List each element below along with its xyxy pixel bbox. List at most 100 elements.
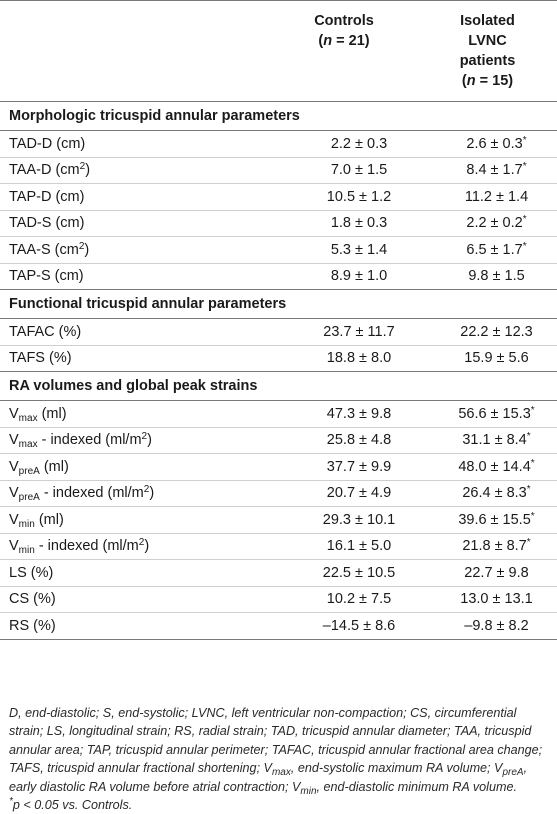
table-row: VpreA - indexed (ml/m2) 20.7 ± 4.9 26.4 ± …	[0, 480, 557, 507]
controls-value-cell: 23.7 ± 11.7	[270, 318, 418, 346]
table-row: TAA-D (cm2) 7.0 ± 1.5 8.4 ± 1.7*	[0, 157, 557, 184]
section-header-row: Functional tricuspid annular parameters	[0, 289, 557, 319]
parameter-cell: RS (%)	[0, 612, 270, 640]
results-table-container: Controls (n = 21) Isolated LVNC patients…	[0, 0, 557, 640]
lvnc-value-cell: 26.4 ± 8.3*	[418, 480, 557, 507]
significance-marker: *	[530, 510, 535, 522]
table-row: TAA-S (cm2) 5.3 ± 1.4 6.5 ± 1.7*	[0, 236, 557, 264]
table-row: TAP-S (cm) 8.9 ± 1.0 9.8 ± 1.5	[0, 263, 557, 290]
lvnc-value-cell: 9.8 ± 1.5	[418, 263, 557, 290]
section-header-row: Morphologic tricuspid annular parameters	[0, 101, 557, 131]
parameter-cell: TAP-D (cm)	[0, 183, 270, 211]
parameter-cell: TAFS (%)	[0, 345, 270, 372]
lvnc-value-cell: 13.0 ± 13.1	[418, 586, 557, 613]
parameter-cell: TAP-S (cm)	[0, 263, 270, 290]
lvnc-value-cell: 48.0 ± 14.4*	[418, 453, 557, 481]
lvnc-value-cell: 22.7 ± 9.8	[418, 559, 557, 587]
lvnc-value-cell: 39.6 ± 15.5*	[418, 506, 557, 534]
header-lvnc-line2: LVNC	[468, 33, 507, 49]
lvnc-value-cell: 2.2 ± 0.2*	[418, 210, 557, 237]
lvnc-value-cell: 22.2 ± 12.3	[418, 318, 557, 346]
controls-value-cell: 5.3 ± 1.4	[270, 236, 418, 264]
controls-value-cell: 18.8 ± 8.0	[270, 345, 418, 372]
lvnc-value-cell: 15.9 ± 5.6	[418, 345, 557, 372]
table-row: TAD-D (cm) 2.2 ± 0.3 2.6 ± 0.3*	[0, 130, 557, 158]
table-row: RS (%) –14.5 ± 8.6 –9.8 ± 8.2	[0, 612, 557, 640]
header-controls: Controls (n = 21)	[270, 0, 418, 102]
controls-value-cell: 25.8 ± 4.8	[270, 427, 418, 454]
parameter-cell: TAFAC (%)	[0, 318, 270, 346]
significance-marker: *	[530, 404, 535, 416]
parameter-cell: TAA-S (cm2)	[0, 236, 270, 264]
table-row: VpreA (ml) 37.7 ± 9.9 48.0 ± 14.4*	[0, 453, 557, 481]
parameter-cell: Vmax (ml)	[0, 400, 270, 428]
header-controls-n: (n = 21)	[318, 33, 370, 49]
table-row: Vmin - indexed (ml/m2) 16.1 ± 5.0 21.8 ± 8…	[0, 533, 557, 560]
controls-value-cell: 10.2 ± 7.5	[270, 586, 418, 613]
parameter-cell: TAD-D (cm)	[0, 130, 270, 158]
controls-value-cell: 29.3 ± 10.1	[270, 506, 418, 534]
controls-value-cell: 2.2 ± 0.3	[270, 130, 418, 158]
significance-marker: *	[522, 134, 527, 146]
significance-marker: *	[522, 214, 527, 226]
parameter-cell: TAD-S (cm)	[0, 210, 270, 237]
lvnc-value-cell: 56.6 ± 15.3*	[418, 400, 557, 428]
table-row: CS (%) 10.2 ± 7.5 13.0 ± 13.1	[0, 586, 557, 613]
header-lvnc-line1: Isolated	[460, 13, 515, 29]
header-parameter	[0, 0, 270, 102]
controls-value-cell: 37.7 ± 9.9	[270, 453, 418, 481]
footnote-abbreviations: D, end-diastolic; S, end-systolic; LVNC,…	[9, 706, 543, 797]
controls-value-cell: –14.5 ± 8.6	[270, 612, 418, 640]
significance-marker: *	[526, 484, 531, 496]
controls-value-cell: 10.5 ± 1.2	[270, 183, 418, 211]
lvnc-value-cell: 21.8 ± 8.7*	[418, 533, 557, 560]
parameter-cell: VpreA - indexed (ml/m2)	[0, 480, 270, 507]
significance-marker: *	[526, 431, 531, 443]
parameter-cell: Vmin - indexed (ml/m2)	[0, 533, 270, 560]
controls-value-cell: 1.8 ± 0.3	[270, 210, 418, 237]
controls-value-cell: 20.7 ± 4.9	[270, 480, 418, 507]
significance-marker: *	[530, 457, 535, 469]
results-table: Controls (n = 21) Isolated LVNC patients…	[0, 0, 557, 640]
significance-marker: *	[526, 537, 531, 549]
header-lvnc-n: (n = 15)	[461, 73, 514, 89]
parameter-cell: VpreA (ml)	[0, 453, 270, 481]
significance-marker: *	[522, 240, 527, 252]
lvnc-value-cell: 31.1 ± 8.4*	[418, 427, 557, 454]
section-header-row: RA volumes and global peak strains	[0, 371, 557, 401]
lvnc-value-cell: 8.4 ± 1.7*	[418, 157, 557, 184]
section-title: Morphologic tricuspid annular parameters	[0, 101, 557, 131]
lvnc-value-cell: 11.2 ± 1.4	[418, 183, 557, 211]
table-body: Morphologic tricuspid annular parameters…	[0, 101, 557, 640]
parameter-cell: Vmin (ml)	[0, 506, 270, 534]
controls-value-cell: 16.1 ± 5.0	[270, 533, 418, 560]
table-row: Vmin (ml) 29.3 ± 10.1 39.6 ± 15.5*	[0, 506, 557, 534]
table-row: TAFAC (%) 23.7 ± 11.7 22.2 ± 12.3	[0, 318, 557, 346]
significance-marker: *	[522, 161, 527, 173]
table-footnote: D, end-diastolic; S, end-systolic; LVNC,…	[9, 704, 549, 814]
table-row: TAP-D (cm) 10.5 ± 1.2 11.2 ± 1.4	[0, 183, 557, 211]
section-title: Functional tricuspid annular parameters	[0, 289, 557, 319]
lvnc-value-cell: 2.6 ± 0.3*	[418, 130, 557, 158]
table-header-row: Controls (n = 21) Isolated LVNC patients…	[0, 0, 557, 102]
lvnc-value-cell: 6.5 ± 1.7*	[418, 236, 557, 264]
header-lvnc: Isolated LVNC patients (n = 15)	[418, 0, 557, 102]
section-title: RA volumes and global peak strains	[0, 371, 557, 401]
controls-value-cell: 8.9 ± 1.0	[270, 263, 418, 290]
table-row: TAD-S (cm) 1.8 ± 0.3 2.2 ± 0.2*	[0, 210, 557, 237]
controls-value-cell: 22.5 ± 10.5	[270, 559, 418, 587]
controls-value-cell: 7.0 ± 1.5	[270, 157, 418, 184]
header-lvnc-line3: patients	[459, 53, 516, 69]
table-row: Vmax - indexed (ml/m2) 25.8 ± 4.8 31.1 ± 8…	[0, 427, 557, 454]
lvnc-value-cell: –9.8 ± 8.2	[418, 612, 557, 640]
footnote-significance: *p < 0.05 vs. Controls.	[9, 796, 133, 813]
controls-value-cell: 47.3 ± 9.8	[270, 400, 418, 428]
table-row: TAFS (%) 18.8 ± 8.0 15.9 ± 5.6	[0, 345, 557, 372]
header-controls-label: Controls	[314, 13, 374, 29]
table-row: LS (%) 22.5 ± 10.5 22.7 ± 9.8	[0, 559, 557, 587]
table-row: Vmax (ml) 47.3 ± 9.8 56.6 ± 15.3*	[0, 400, 557, 428]
parameter-cell: CS (%)	[0, 586, 270, 613]
parameter-cell: TAA-D (cm2)	[0, 157, 270, 184]
parameter-cell: LS (%)	[0, 559, 270, 587]
parameter-cell: Vmax - indexed (ml/m2)	[0, 427, 270, 454]
